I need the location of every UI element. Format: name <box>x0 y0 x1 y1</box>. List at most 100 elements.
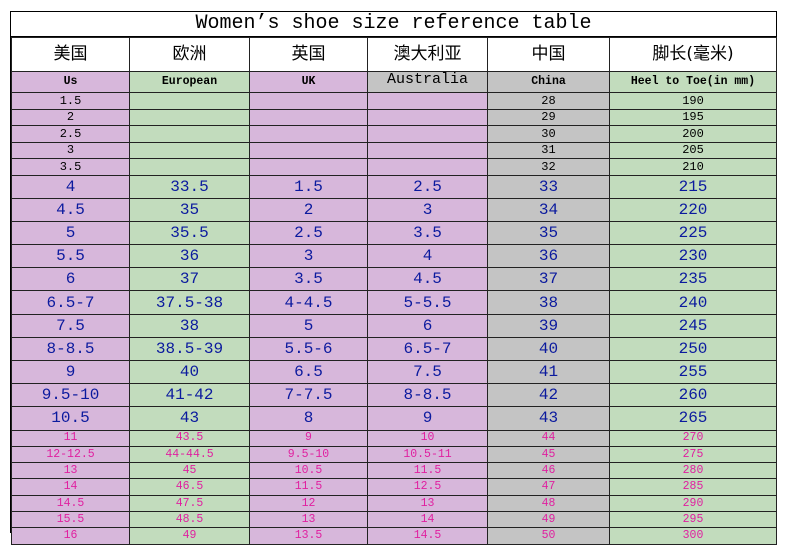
cell-european <box>129 108 250 126</box>
cell-heel-to-toe: 220 <box>609 197 777 222</box>
cell-australia <box>367 92 488 110</box>
cell-uk: 5 <box>249 313 368 338</box>
cell-australia: 5-5.5 <box>367 290 488 315</box>
cell-heel-to-toe: 240 <box>609 290 777 315</box>
cell-heel-to-toe: 265 <box>609 406 777 431</box>
table-row: 4.5 35 2 3 34 220 <box>11 197 777 222</box>
cell-heel-to-toe: 295 <box>609 511 777 529</box>
cell-european: 欧洲 <box>129 37 250 72</box>
cell-australia: 10 <box>367 429 488 447</box>
cell-european: 47.5 <box>129 494 250 513</box>
cell-us: 6.5-7 <box>11 290 130 315</box>
cell-australia: 6 <box>367 313 488 338</box>
cell-china: 39 <box>487 313 610 338</box>
cell-us: 15.5 <box>11 511 130 529</box>
cell-australia: 4 <box>367 244 488 269</box>
table-row: 9 40 6.5 7.5 41 255 <box>11 359 777 385</box>
table-row: 2 29 195 <box>11 108 777 126</box>
table-row: 6 37 3.5 4.5 37 235 <box>11 267 777 292</box>
cell-china: 40 <box>487 336 610 362</box>
cell-heel-to-toe: 235 <box>609 267 777 292</box>
cell-china: 42 <box>487 383 610 408</box>
table-row: 1.5 28 190 <box>11 92 777 110</box>
cell-us: 4 <box>11 174 130 199</box>
cell-european <box>129 125 250 143</box>
cell-heel-to-toe: 250 <box>609 336 777 362</box>
cell-heel-to-toe: 210 <box>609 158 777 176</box>
cell-china: 30 <box>487 125 610 143</box>
cell-us: 11 <box>11 429 130 447</box>
cell-us: 3.5 <box>11 158 130 176</box>
table-row: 2.5 30 200 <box>11 125 777 143</box>
cell-china: 35 <box>487 220 610 246</box>
cell-china: 43 <box>487 406 610 431</box>
cell-heel-to-toe: 245 <box>609 313 777 338</box>
cell-uk: 9.5-10 <box>249 445 368 464</box>
cell-european: 33.5 <box>129 174 250 199</box>
cell-china: 32 <box>487 158 610 176</box>
cell-uk <box>249 125 368 143</box>
cell-us: 美国 <box>11 37 130 72</box>
cell-china: 33 <box>487 174 610 199</box>
cell-china: 45 <box>487 445 610 464</box>
table-row: 16 49 13.5 14.5 50 300 <box>11 527 777 545</box>
cell-heel-to-toe: 225 <box>609 220 777 246</box>
cell-heel-to-toe: Heel to Toe(in mm) <box>609 71 777 93</box>
table-row: 5.5 36 3 4 36 230 <box>11 244 777 269</box>
table-row: 9.5-10 41-42 7-7.5 8-8.5 42 260 <box>11 383 777 408</box>
table-row: 10.5 43 8 9 43 265 <box>11 406 777 431</box>
cell-uk: 13 <box>249 511 368 529</box>
cell-european: 35 <box>129 197 250 222</box>
cell-uk: 13.5 <box>249 527 368 545</box>
table-row: 3.5 32 210 <box>11 158 777 176</box>
size-table: 美国 欧洲 英国 澳大利亚 中国 脚长(毫米) Us European UK Australia C… <box>11 37 777 545</box>
cell-australia: 4.5 <box>367 267 488 292</box>
cell-uk: 1.5 <box>249 174 368 199</box>
cell-heel-to-toe: 195 <box>609 108 777 126</box>
table-row: 5 35.5 2.5 3.5 35 225 <box>11 220 777 246</box>
cell-us: 14.5 <box>11 494 130 513</box>
cell-us: 8-8.5 <box>11 336 130 362</box>
cell-european: 43.5 <box>129 429 250 447</box>
cell-heel-to-toe: 脚长(毫米) <box>609 37 777 72</box>
cell-uk: 9 <box>249 429 368 447</box>
cell-us: 10.5 <box>11 406 130 431</box>
cell-australia <box>367 125 488 143</box>
cell-heel-to-toe: 280 <box>609 462 777 480</box>
cell-uk <box>249 108 368 126</box>
cell-heel-to-toe: 285 <box>609 478 777 496</box>
cell-us: 5 <box>11 220 130 246</box>
cell-european: European <box>129 71 250 93</box>
cell-us: 3 <box>11 141 130 159</box>
cell-australia: 2.5 <box>367 174 488 199</box>
cell-us: 12-12.5 <box>11 445 130 464</box>
cell-european: 40 <box>129 359 250 385</box>
cell-us: Us <box>11 71 130 93</box>
cell-australia: 14.5 <box>367 527 488 545</box>
table-row: 7.5 38 5 6 39 245 <box>11 313 777 338</box>
cell-european: 38 <box>129 313 250 338</box>
cell-european: 38.5-39 <box>129 336 250 362</box>
cell-australia: 澳大利亚 <box>367 37 488 72</box>
cell-european: 48.5 <box>129 511 250 529</box>
cell-china: 47 <box>487 478 610 496</box>
cell-european: 41-42 <box>129 383 250 408</box>
cell-us: 9.5-10 <box>11 383 130 408</box>
cell-uk: UK <box>249 71 368 93</box>
cell-european: 36 <box>129 244 250 269</box>
cell-uk: 11.5 <box>249 478 368 496</box>
cell-uk: 12 <box>249 494 368 513</box>
cell-china: 34 <box>487 197 610 222</box>
cell-european: 44-44.5 <box>129 445 250 464</box>
cell-european: 45 <box>129 462 250 480</box>
cell-heel-to-toe: 260 <box>609 383 777 408</box>
cell-australia: Australia <box>367 71 488 93</box>
cell-heel-to-toe: 255 <box>609 359 777 385</box>
cell-uk: 5.5-6 <box>249 336 368 362</box>
cell-us: 6 <box>11 267 130 292</box>
cell-heel-to-toe: 230 <box>609 244 777 269</box>
cell-uk <box>249 158 368 176</box>
cell-uk: 2.5 <box>249 220 368 246</box>
cell-china: 41 <box>487 359 610 385</box>
cell-heel-to-toe: 215 <box>609 174 777 199</box>
